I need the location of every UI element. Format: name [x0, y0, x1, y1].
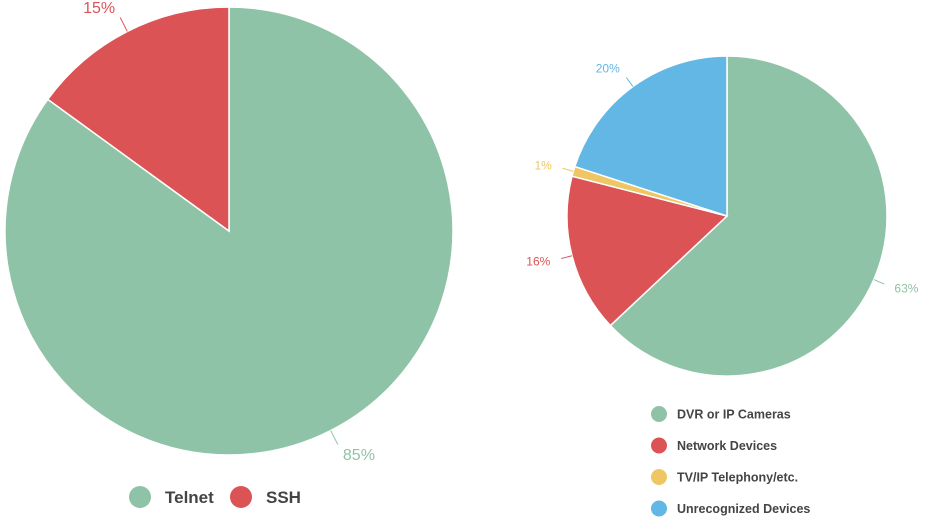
pie-slice-dvr-or-ip-cameras [609, 55, 888, 377]
legend-label-network-devices: Network Devices [677, 439, 777, 453]
legend-marker-network-devices [651, 437, 667, 454]
leader-line-dvr-or-ip-cameras [873, 279, 885, 285]
legend-label-dvr-or-ip-cameras: DVR or IP Cameras [677, 408, 791, 422]
legend-marker-unrecognized-devices [651, 500, 667, 517]
pie-slice-ssh [46, 6, 230, 233]
data-label-network-devices: 16% [526, 255, 550, 269]
leader-line-tv-ip-telephony-etc [562, 167, 574, 172]
protocol-legend: Telnet SSH [129, 486, 301, 508]
leader-line-network-devices [561, 255, 573, 260]
protocol-pie-chart: 85% 15% [4, 0, 454, 464]
legend-label-telnet: Telnet [165, 488, 214, 507]
pie-slice-network-devices [566, 175, 729, 327]
legend-label-ssh: SSH [266, 488, 301, 507]
legend-marker-telnet [129, 486, 151, 508]
data-label-ssh: 15% [83, 0, 115, 17]
legend-label-unrecognized-devices: Unrecognized Devices [677, 502, 810, 516]
legend-marker-tv-ip-telephony-etc [651, 469, 667, 485]
data-label-tv-ip-telephony-etc: 1% [534, 158, 552, 172]
data-label-unrecognized-devices: 20% [596, 62, 620, 76]
legend-marker-dvr-or-ip-cameras [651, 406, 667, 422]
leader-line-ssh [119, 17, 128, 32]
legend-marker-ssh [230, 486, 252, 508]
leader-line-unrecognized-devices [625, 77, 634, 87]
legend-label-tv-ip-telephony-etc: TV/IP Telephony/etc. [677, 471, 798, 485]
data-label-dvr-or-ip-cameras: 63% [894, 282, 918, 296]
data-label-telnet: 85% [343, 447, 375, 464]
device-legend: DVR or IP Cameras Network Devices TV/IP Te… [651, 406, 810, 517]
device-pie-chart: 63% 16% 1% 20% [526, 55, 919, 377]
leader-line-telnet [330, 430, 339, 445]
